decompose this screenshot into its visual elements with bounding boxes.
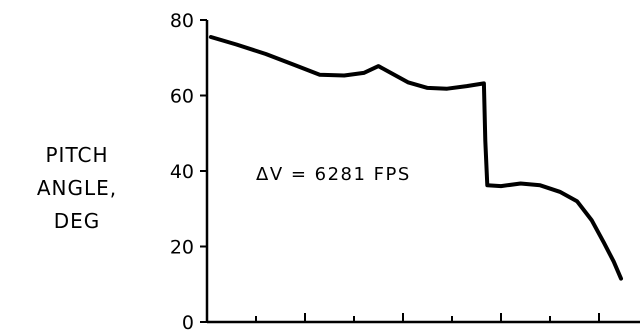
- y-tick-label-20: 20: [170, 237, 194, 259]
- y-axis-title-line-3: DEG: [54, 209, 101, 233]
- y-tick-label-80: 80: [170, 10, 194, 32]
- y-tick-label-40: 40: [170, 161, 194, 183]
- y-tick-label-0: 0: [182, 312, 194, 333]
- y-axis-title-line-2: ANGLE,: [37, 176, 117, 200]
- y-axis-title-line-1: PITCH: [45, 143, 108, 167]
- y-tick-label-60: 60: [170, 86, 194, 108]
- y-axis-title: PITCH ANGLE, DEG: [37, 143, 117, 233]
- delta-v-annotation: ΔV = 6281 FPS: [256, 164, 411, 185]
- series-line-0: [208, 35, 623, 281]
